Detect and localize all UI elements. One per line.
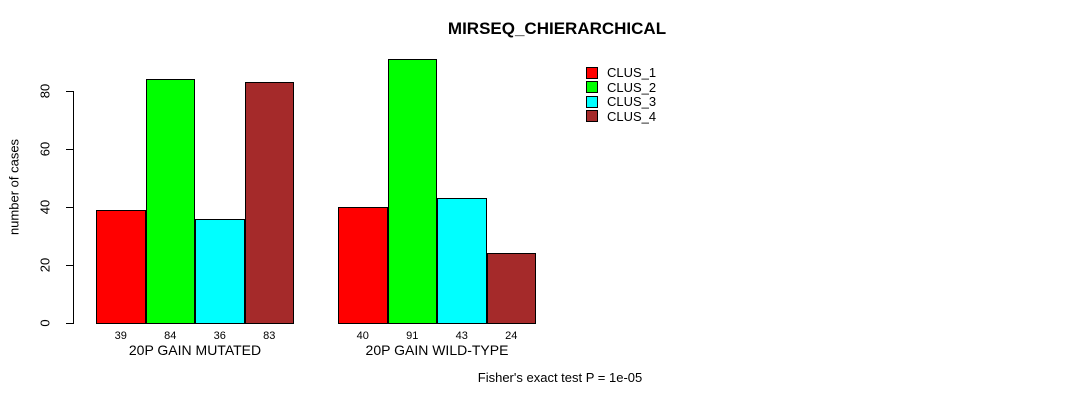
bar-value-label: 83 (263, 330, 276, 342)
y-tick-label: 0 (37, 319, 53, 327)
y-tick-label: 60 (37, 141, 53, 157)
bar-clus_1-2 (338, 207, 388, 324)
bar-clus_4-1 (244, 82, 294, 324)
legend-label: CLUS_4 (607, 108, 657, 124)
y-tick-label: 20 (37, 257, 53, 273)
legend-item-clus_3: CLUS_3 (586, 95, 656, 108)
legend-swatch-clus_4 (586, 110, 598, 122)
legend-item-clus_1: CLUS_1 (586, 66, 656, 79)
y-axis-label: number of cases (6, 138, 22, 236)
bar-value-label: 84 (164, 330, 177, 342)
category-label: 20P GAIN MUTATED (128, 342, 262, 358)
bar-value-label: 36 (213, 330, 226, 342)
legend-item-clus_4: CLUS_4 (586, 110, 656, 123)
legend-item-clus_2: CLUS_2 (586, 81, 656, 94)
bar-clus_2-2 (387, 59, 437, 324)
fisher-test-annotation: Fisher's exact test P = 1e-05 (477, 370, 643, 385)
bar-clus_1-1 (96, 209, 146, 324)
bar-value-label: 39 (114, 330, 127, 342)
bar-value-label: 91 (406, 330, 419, 342)
bar-value-label: 24 (505, 330, 518, 342)
legend-label: CLUS_1 (607, 65, 657, 80)
bar-clus_3-1 (195, 218, 245, 324)
category-label: 20P GAIN WILD-TYPE (365, 342, 509, 358)
y-tick-mark (66, 149, 73, 150)
legend-swatch-clus_2 (586, 81, 598, 93)
legend-label: CLUS_3 (607, 94, 657, 109)
y-tick-mark (66, 323, 73, 324)
bar-clus_3-2 (437, 198, 487, 324)
chart-title: MIRSEQ_CHIERARCHICAL (447, 19, 667, 38)
y-tick-label: 80 (37, 83, 53, 99)
legend-label: CLUS_2 (607, 79, 657, 95)
legend-swatch-clus_1 (586, 66, 598, 79)
y-tick-label: 40 (37, 199, 53, 215)
bar-clus_4-2 (486, 253, 536, 324)
y-tick-mark (66, 91, 73, 92)
bar-clus_2-1 (145, 79, 195, 324)
bar-value-label: 43 (455, 330, 468, 342)
y-axis-line (73, 91, 74, 324)
y-tick-mark (66, 207, 73, 208)
legend-swatch-clus_3 (586, 95, 598, 108)
bar-value-label: 40 (356, 330, 369, 342)
y-tick-mark (66, 265, 73, 266)
